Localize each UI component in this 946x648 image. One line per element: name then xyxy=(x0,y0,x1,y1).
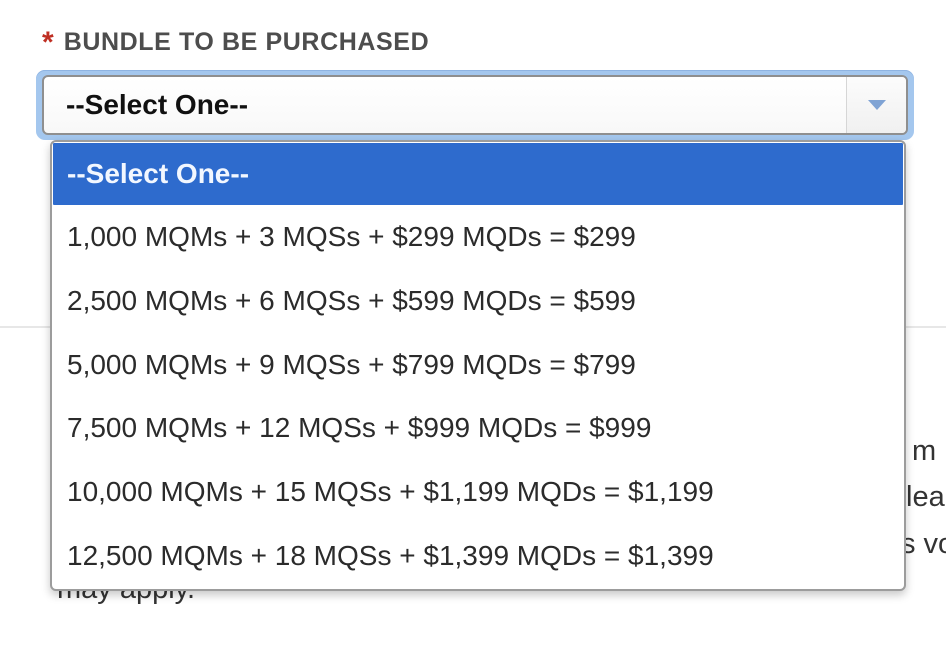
background-text-fragment: s vo xyxy=(901,528,946,560)
field-label-text: BUNDLE TO BE PURCHASED xyxy=(63,28,430,56)
dropdown-option-bundle-2500[interactable]: 2,500 MQMs + 6 MQSs + $599 MQDs = $599 xyxy=(67,284,636,316)
dropdown-option-bundle-5000[interactable]: 5,000 MQMs + 9 MQSs + $799 MQDs = $799 xyxy=(67,348,636,380)
dropdown-option-bundle-7500[interactable]: 7,500 MQMs + 12 MQSs + $999 MQDs = $999 xyxy=(67,412,652,444)
dropdown-option-bundle-10000[interactable]: 10,000 MQMs + 15 MQSs + $1,199 MQDs = $1… xyxy=(67,476,714,508)
required-asterisk: * xyxy=(42,26,54,59)
bundle-select[interactable]: --Select One-- xyxy=(42,75,908,135)
caret-down-icon xyxy=(867,100,886,110)
bundle-dropdown-list: --Select One-- 1,000 MQMs + 3 MQSs + $29… xyxy=(50,140,906,591)
bundle-field-label: * BUNDLE TO BE PURCHASED xyxy=(42,26,430,59)
select-current-value: --Select One-- xyxy=(66,89,249,120)
dropdown-option-select-one[interactable]: --Select One-- xyxy=(53,143,903,205)
select-dropdown-button[interactable] xyxy=(846,77,906,133)
background-text-fragment: m xyxy=(912,435,937,467)
background-text-fragment: lea xyxy=(906,481,945,513)
bundle-select-focus-ring: --Select One-- xyxy=(36,70,914,140)
dropdown-option-bundle-12500[interactable]: 12,500 MQMs + 18 MQSs + $1,399 MQDs = $1… xyxy=(67,540,714,572)
dropdown-option-bundle-1000[interactable]: 1,000 MQMs + 3 MQSs + $299 MQDs = $299 xyxy=(67,220,636,252)
